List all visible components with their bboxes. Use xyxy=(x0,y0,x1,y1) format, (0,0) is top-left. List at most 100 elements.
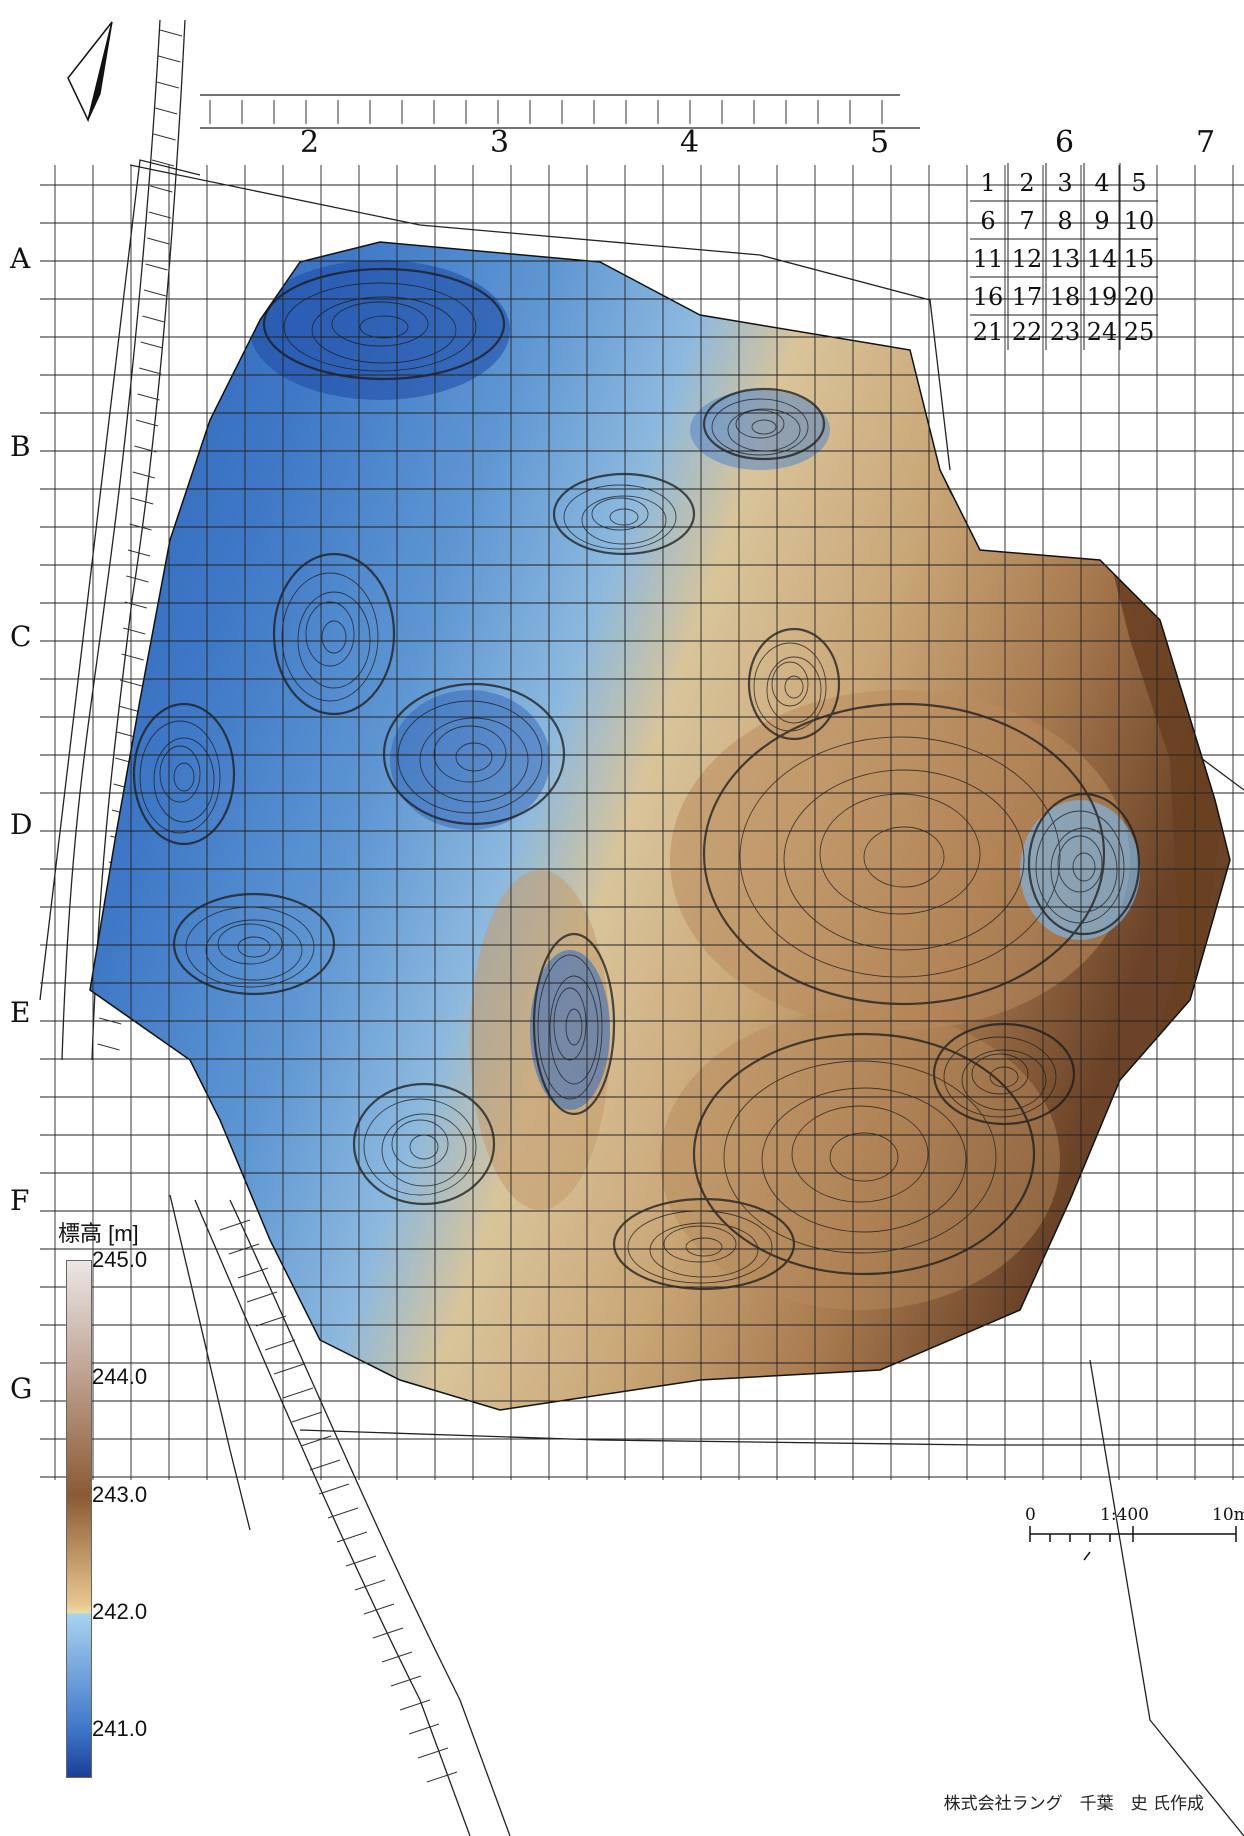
embankment-tick xyxy=(418,1748,448,1758)
grid-row-label: G xyxy=(10,1372,32,1405)
embankment-tick xyxy=(118,706,140,712)
subgrid-cell: 22 xyxy=(1012,318,1043,346)
subgrid-cell: 14 xyxy=(1087,245,1118,273)
subgrid-cell: 9 xyxy=(1094,207,1109,235)
embankment-tick xyxy=(158,56,180,62)
legend-label: 241.0 xyxy=(92,1716,147,1742)
subgrid-cell: 17 xyxy=(1012,283,1043,311)
subgrid-cell: 13 xyxy=(1050,245,1081,273)
grid-column-label: 4 xyxy=(680,125,699,160)
embankment-tick xyxy=(391,1676,421,1686)
subgrid-cell: 20 xyxy=(1124,283,1155,311)
embankment-tick xyxy=(142,316,164,322)
embankment-tick xyxy=(400,1700,430,1710)
contour-line xyxy=(964,444,996,484)
embankment-tick xyxy=(138,394,160,400)
embankment-tick xyxy=(292,1412,322,1422)
subgrid-cell: 7 xyxy=(1019,207,1034,235)
embankment-tick xyxy=(123,628,145,634)
scale-bar xyxy=(1030,1526,1236,1560)
grid-row-label: D xyxy=(10,808,32,841)
embankment-tick xyxy=(147,238,169,244)
embankment-tick xyxy=(160,30,182,36)
embankment-tick xyxy=(427,1772,457,1782)
embankment-tick xyxy=(256,1316,286,1326)
credit-text: 株式会社ラング 千葉 史 氏作成 xyxy=(944,1789,1204,1814)
subgrid-cell: 19 xyxy=(1087,283,1118,311)
grid-column-label: 5 xyxy=(870,125,889,160)
embankment-tick xyxy=(409,1724,439,1734)
contour-line xyxy=(944,414,1024,514)
embankment-tick xyxy=(98,1044,120,1050)
subgrid-cell: 12 xyxy=(1012,245,1043,273)
grid-column-label: 3 xyxy=(490,125,509,160)
embankment-tick xyxy=(346,1556,376,1566)
subgrid-cell: 18 xyxy=(1050,283,1081,311)
embankment-tick xyxy=(139,368,161,374)
grid-row-label: C xyxy=(10,620,31,653)
scale-end-label: 10m xyxy=(1212,1505,1244,1525)
grid-row-label: A xyxy=(9,242,31,275)
embankment-tick xyxy=(355,1580,385,1590)
legend-color-ramp xyxy=(66,1260,92,1778)
embankment-tick xyxy=(328,1508,358,1518)
embankment-tick xyxy=(373,1628,403,1638)
scale-bar-labels: 0 1:400 10m xyxy=(1025,1505,1244,1525)
elevation-surface xyxy=(60,230,1244,1430)
legend-label: 244.0 xyxy=(92,1364,147,1390)
contour-line xyxy=(976,457,992,477)
subgrid-cell: 24 xyxy=(1087,318,1118,346)
legend-label: 243.0 xyxy=(92,1482,147,1508)
embankment-tick xyxy=(319,1484,349,1494)
embankment-tick xyxy=(146,264,168,270)
north-arrow-icon xyxy=(68,22,112,120)
embankment-tick xyxy=(283,1388,313,1398)
embankment-tick xyxy=(131,498,153,504)
embankment-tick xyxy=(301,1436,331,1446)
subgrid-cell: 8 xyxy=(1057,207,1072,235)
subgrid-cell: 25 xyxy=(1124,318,1155,346)
grid-column-label: 6 xyxy=(1055,125,1074,160)
embankment-tick xyxy=(247,1292,277,1302)
subgrid-cell: 15 xyxy=(1124,245,1155,273)
scale-start-label: 0 xyxy=(1025,1505,1036,1525)
elevation-legend: 標高 [m] 245.0 244.0 243.0 242.0 241.0 xyxy=(56,1220,186,1790)
grid-row-label: F xyxy=(10,1184,29,1217)
legend-label: 242.0 xyxy=(92,1599,147,1625)
subgrid-cell: 16 xyxy=(973,283,1004,311)
embankment-tick xyxy=(157,82,179,88)
embankment-tick xyxy=(141,342,163,348)
subgrid-cell: 5 xyxy=(1131,169,1146,197)
legend-title: 標高 [m] xyxy=(58,1216,139,1248)
embankment-tick xyxy=(364,1604,394,1614)
embankment-tick xyxy=(310,1460,340,1470)
embankment-tick xyxy=(144,290,166,296)
scale-ratio-label: 1:400 xyxy=(1100,1505,1149,1525)
subgrid-cell: 6 xyxy=(980,207,995,235)
subgrid-cell: 21 xyxy=(973,318,1004,346)
embankment-tick xyxy=(155,108,177,114)
grid-row-labels: A B C D E F G xyxy=(9,242,32,1405)
embankment-tick xyxy=(126,576,148,582)
embankment-tick xyxy=(149,212,171,218)
subgrid-cell: 1 xyxy=(980,169,995,197)
subgrid-cell: 4 xyxy=(1094,169,1109,197)
embankment-tick xyxy=(220,1220,250,1230)
grid-row-label: B xyxy=(10,430,31,463)
grid-column-labels: 2 3 4 5 6 7 xyxy=(300,125,1215,160)
embankment-tick xyxy=(265,1340,295,1350)
subgrid-cell: 11 xyxy=(973,245,1004,273)
contour-line xyxy=(948,427,1012,507)
legend-label: 245.0 xyxy=(92,1247,147,1273)
embankment-tick xyxy=(133,472,155,478)
grid-column-label: 2 xyxy=(300,125,319,160)
embankment-tick xyxy=(274,1364,304,1374)
subgrid-cell: 3 xyxy=(1057,169,1072,197)
embankment-tick xyxy=(154,134,176,140)
subgrid-cell: 10 xyxy=(1124,207,1155,235)
grid-row-label: E xyxy=(10,996,30,1029)
grid-column-label: 7 xyxy=(1196,125,1215,160)
subgrid-cell: 2 xyxy=(1019,169,1034,197)
